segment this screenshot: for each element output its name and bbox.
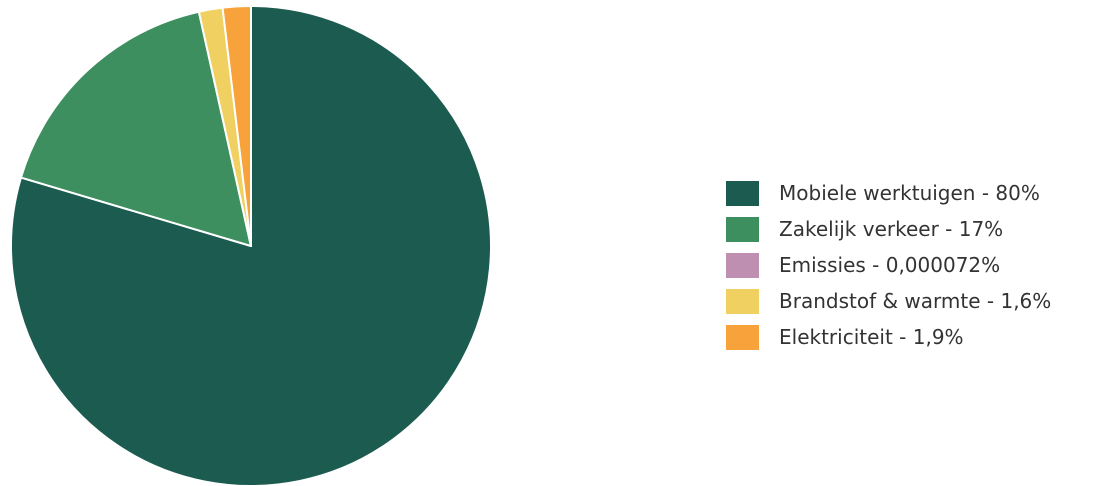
legend-item-brandstof-warmte: Brandstof & warmte - 1,6%: [726, 283, 1051, 319]
legend-swatch: [726, 288, 759, 314]
legend-label: Elektriciteit - 1,9%: [779, 325, 964, 349]
legend-label: Brandstof & warmte - 1,6%: [779, 289, 1052, 313]
legend-item-mobiele-werktuigen: Mobiele werktuigen - 80%: [726, 175, 1051, 211]
pie-chart: [10, 5, 492, 486]
legend-item-emissies: Emissies - 0,000072%: [726, 247, 1051, 283]
legend-swatch: [726, 252, 759, 278]
legend-label: Zakelijk verkeer - 17%: [779, 217, 1004, 241]
pie-slice-zakelijk-verkeer: [19, 10, 252, 247]
pie-slice-elektriciteit: [221, 5, 252, 247]
legend-swatch: [726, 324, 759, 350]
legend-item-zakelijk-verkeer: Zakelijk verkeer - 17%: [726, 211, 1051, 247]
legend-label: Emissies - 0,000072%: [779, 253, 1001, 277]
legend-swatch: [726, 180, 759, 206]
legend-item-elektriciteit: Elektriciteit - 1,9%: [726, 319, 1051, 355]
legend-swatch: [726, 216, 759, 242]
legend-label: Mobiele werktuigen - 80%: [779, 181, 1040, 205]
legend: Mobiele werktuigen - 80% Zakelijk verkee…: [726, 175, 1051, 355]
